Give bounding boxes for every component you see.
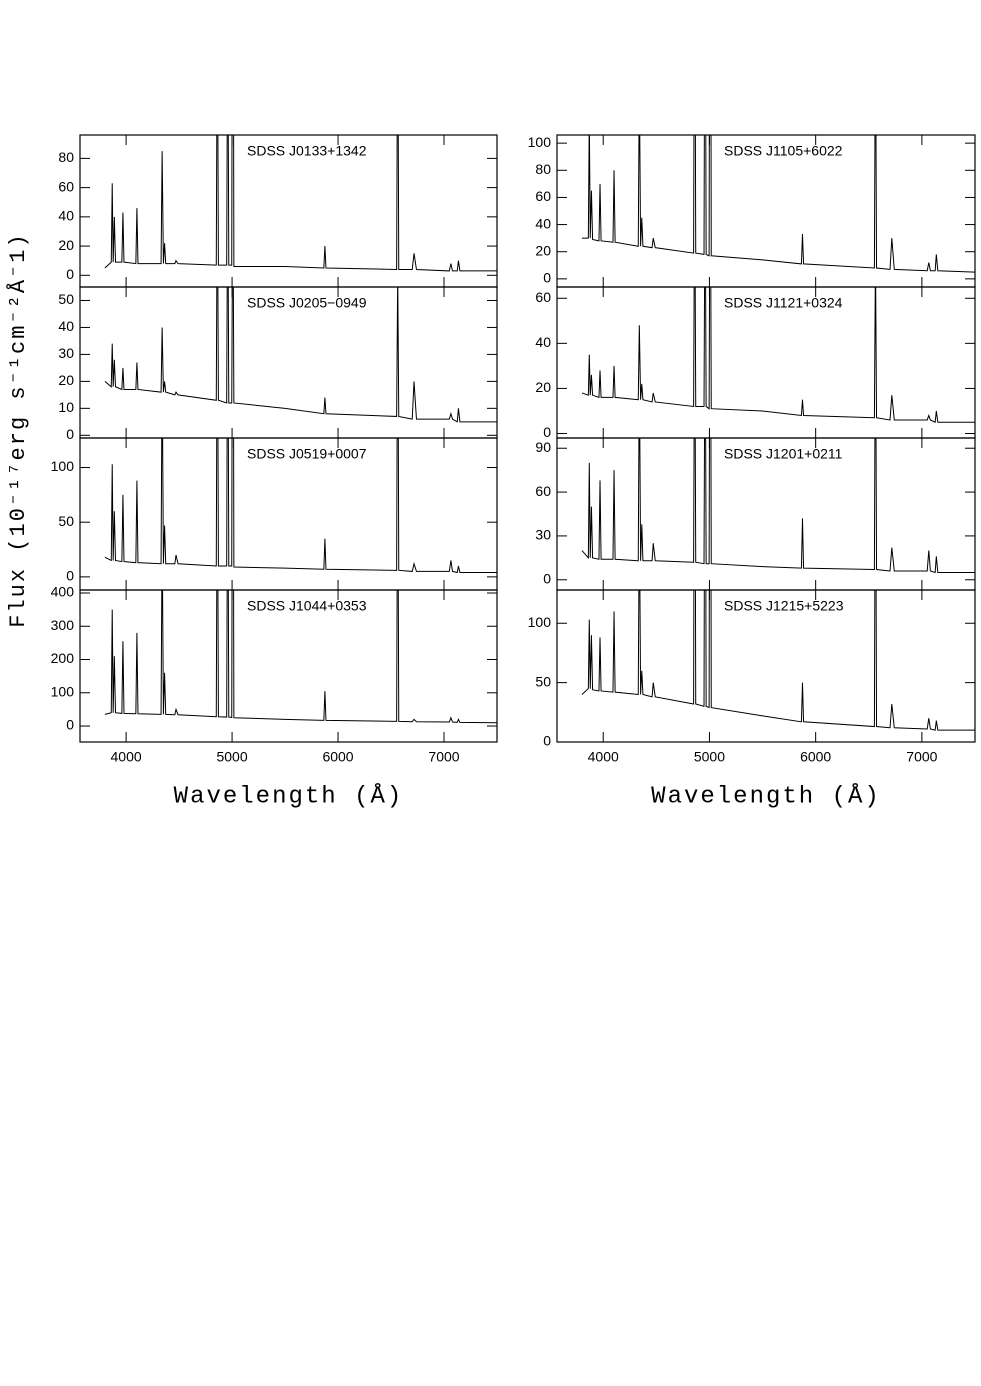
panel-title: SDSS J0519+0007 bbox=[247, 446, 367, 462]
y-tick-label: 20 bbox=[535, 379, 551, 395]
x-tick-label: 6000 bbox=[800, 749, 831, 765]
y-tick-label: 100 bbox=[528, 134, 552, 150]
spectrum-line bbox=[104, 438, 497, 574]
x-tick-label: 5000 bbox=[216, 749, 247, 765]
y-tick-label: 40 bbox=[535, 215, 551, 231]
y-axis-label: Flux (10⁻¹⁷erg s⁻¹cm⁻²Å⁻1) bbox=[5, 232, 31, 627]
x-tick-label: 4000 bbox=[111, 749, 142, 765]
panel-title: SDSS J1044+0353 bbox=[247, 598, 367, 614]
y-tick-label: 50 bbox=[535, 673, 551, 689]
y-tick-label: 0 bbox=[543, 424, 551, 440]
y-tick-label: 40 bbox=[535, 334, 551, 350]
panel-title: SDSS J1121+0324 bbox=[724, 295, 843, 311]
panel-title: SDSS J1201+0211 bbox=[724, 446, 843, 462]
spectrum-line bbox=[104, 135, 497, 272]
y-tick-label: 50 bbox=[58, 291, 74, 307]
panel-title: SDSS J0133+1342 bbox=[247, 143, 367, 159]
y-tick-label: 0 bbox=[66, 426, 74, 442]
panel-title: SDSS J1215+5223 bbox=[724, 598, 844, 614]
y-tick-label: 0 bbox=[543, 570, 551, 586]
y-tick-label: 0 bbox=[543, 733, 551, 749]
y-tick-label: 60 bbox=[58, 178, 74, 194]
spectrum-line bbox=[104, 287, 497, 423]
y-tick-label: 60 bbox=[535, 483, 551, 499]
y-tick-label: 80 bbox=[535, 161, 551, 177]
y-tick-label: 50 bbox=[58, 513, 74, 529]
y-tick-label: 100 bbox=[528, 614, 552, 630]
x-tick-label: 7000 bbox=[906, 749, 937, 765]
y-tick-label: 60 bbox=[535, 289, 551, 305]
y-tick-label: 200 bbox=[51, 650, 75, 666]
y-tick-label: 10 bbox=[58, 399, 74, 415]
y-tick-label: 30 bbox=[58, 345, 74, 361]
panel-title: SDSS J1105+6022 bbox=[724, 143, 843, 159]
spectrum-line bbox=[581, 590, 975, 731]
y-tick-label: 80 bbox=[58, 149, 74, 165]
y-tick-label: 40 bbox=[58, 318, 74, 334]
panel-title: SDSS J0205−0949 bbox=[247, 295, 367, 311]
panel-frame bbox=[79, 589, 498, 743]
y-tick-label: 20 bbox=[58, 372, 74, 388]
x-axis-label: Wavelength (Å) bbox=[174, 782, 404, 810]
y-tick-label: 20 bbox=[58, 237, 74, 253]
spectrum-line bbox=[581, 135, 975, 273]
x-tick-label: 7000 bbox=[428, 749, 459, 765]
y-tick-label: 20 bbox=[535, 242, 551, 258]
y-tick-label: 100 bbox=[51, 683, 75, 699]
spectrum-line bbox=[581, 287, 975, 423]
y-tick-label: 0 bbox=[66, 568, 74, 584]
y-tick-label: 300 bbox=[51, 617, 75, 633]
y-tick-label: 90 bbox=[535, 439, 551, 455]
spectrum-line bbox=[104, 590, 497, 724]
y-tick-label: 0 bbox=[66, 266, 74, 282]
y-tick-label: 400 bbox=[51, 584, 75, 600]
x-tick-label: 6000 bbox=[322, 749, 353, 765]
x-axis-label: Wavelength (Å) bbox=[651, 782, 881, 810]
y-tick-label: 100 bbox=[51, 458, 75, 474]
y-tick-label: 0 bbox=[66, 717, 74, 733]
y-tick-label: 0 bbox=[543, 270, 551, 286]
x-tick-label: 5000 bbox=[694, 749, 725, 765]
y-tick-label: 30 bbox=[535, 527, 551, 543]
y-tick-label: 40 bbox=[58, 208, 74, 224]
x-tick-label: 4000 bbox=[588, 749, 619, 765]
spectrum-line bbox=[581, 438, 975, 574]
y-tick-label: 60 bbox=[535, 188, 551, 204]
panel-frame bbox=[556, 589, 976, 743]
